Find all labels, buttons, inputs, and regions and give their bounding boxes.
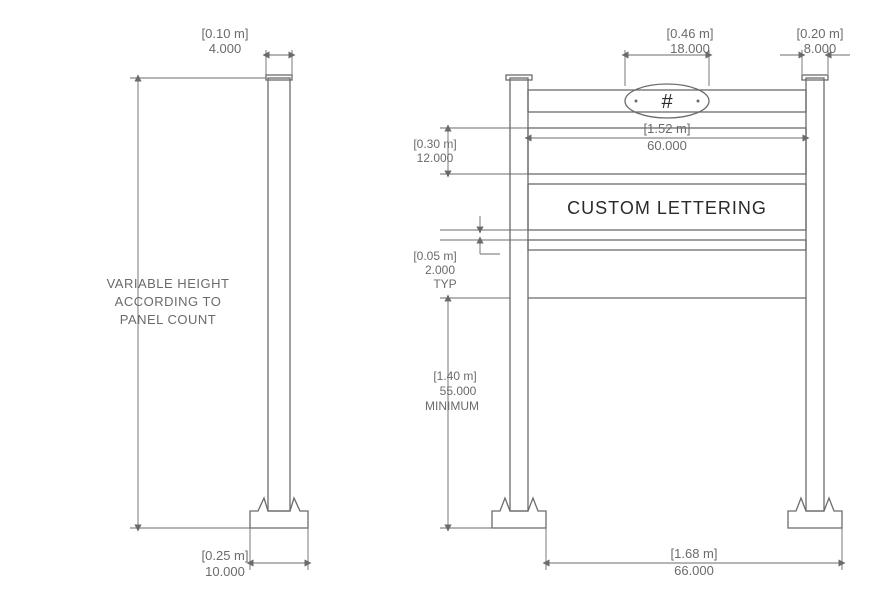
front-view: # CUSTOM LETTERING [0.46 m] 18.000 [0.20… xyxy=(413,26,850,578)
drawing-canvas: [0.10 m] 4.000 [0.25 m] 10.000 VARIABLE … xyxy=(0,0,869,612)
svg-text:18.000: 18.000 xyxy=(670,41,710,56)
svg-text:4.000: 4.000 xyxy=(209,41,242,56)
svg-text:2.000: 2.000 xyxy=(425,263,455,277)
svg-text:66.000: 66.000 xyxy=(674,563,714,578)
dim-top-width-metric: [0.10 m] xyxy=(202,26,249,41)
plaque-symbol: # xyxy=(661,91,673,113)
note-varheight-1: VARIABLE HEIGHT xyxy=(107,276,230,291)
svg-text:[0.46 m]: [0.46 m] xyxy=(667,26,714,41)
svg-text:12.000: 12.000 xyxy=(417,151,454,165)
dim-overall-imperial: 66.000 xyxy=(674,563,714,578)
svg-text:[0.30 m]: [0.30 m] xyxy=(413,137,456,151)
svg-text:55.000: 55.000 xyxy=(440,384,477,398)
svg-text:#: # xyxy=(661,91,673,113)
dim-gap-metric: [0.05 m] xyxy=(413,249,456,263)
svg-text:ACCORDING TO: ACCORDING TO xyxy=(115,294,222,309)
dim-plaque-imperial: 18.000 xyxy=(670,41,710,56)
svg-text:VARIABLE HEIGHT: VARIABLE HEIGHT xyxy=(107,276,230,291)
dim-span-imperial: 60.000 xyxy=(647,138,687,153)
svg-text:MINIMUM: MINIMUM xyxy=(425,399,479,413)
dim-cap-imperial: 8.000 xyxy=(804,41,837,56)
dim-top-width-imperial: 4.000 xyxy=(209,41,242,56)
dim-overall-metric: [1.68 m] xyxy=(671,546,718,561)
dim-base-width-imperial: 10.000 xyxy=(205,564,245,579)
dim-clear-note: MINIMUM xyxy=(425,399,479,413)
dim-cap-metric: [0.20 m] xyxy=(797,26,844,41)
custom-lettering: CUSTOM LETTERING xyxy=(567,198,767,218)
note-varheight-2: ACCORDING TO xyxy=(115,294,222,309)
svg-text:[0.05 m]: [0.05 m] xyxy=(413,249,456,263)
dim-plaque-metric: [0.46 m] xyxy=(667,26,714,41)
svg-text:[1.52 m]: [1.52 m] xyxy=(644,121,691,136)
svg-text:10.000: 10.000 xyxy=(205,564,245,579)
svg-text:[0.25 m]: [0.25 m] xyxy=(202,548,249,563)
dim-clear-metric: [1.40 m] xyxy=(433,369,476,383)
dim-clear-imperial: 55.000 xyxy=(440,384,477,398)
svg-text:[1.68 m]: [1.68 m] xyxy=(671,546,718,561)
svg-text:8.000: 8.000 xyxy=(804,41,837,56)
svg-text:CUSTOM LETTERING: CUSTOM LETTERING xyxy=(567,198,767,218)
dim-span-metric: [1.52 m] xyxy=(644,121,691,136)
svg-text:[0.10 m]: [0.10 m] xyxy=(202,26,249,41)
svg-text:[0.20 m]: [0.20 m] xyxy=(797,26,844,41)
svg-text:TYP: TYP xyxy=(433,277,456,291)
dim-gap-imperial: 2.000 xyxy=(425,263,455,277)
note-varheight-3: PANEL COUNT xyxy=(120,312,217,327)
dim-panelh-imperial: 12.000 xyxy=(417,151,454,165)
side-view: [0.10 m] 4.000 [0.25 m] 10.000 VARIABLE … xyxy=(107,26,308,579)
dim-base-width-metric: [0.25 m] xyxy=(202,548,249,563)
svg-text:60.000: 60.000 xyxy=(647,138,687,153)
svg-text:[1.40 m]: [1.40 m] xyxy=(433,369,476,383)
svg-text:PANEL COUNT: PANEL COUNT xyxy=(120,312,217,327)
dim-panelh-metric: [0.30 m] xyxy=(413,137,456,151)
dim-gap-note: TYP xyxy=(433,277,456,291)
